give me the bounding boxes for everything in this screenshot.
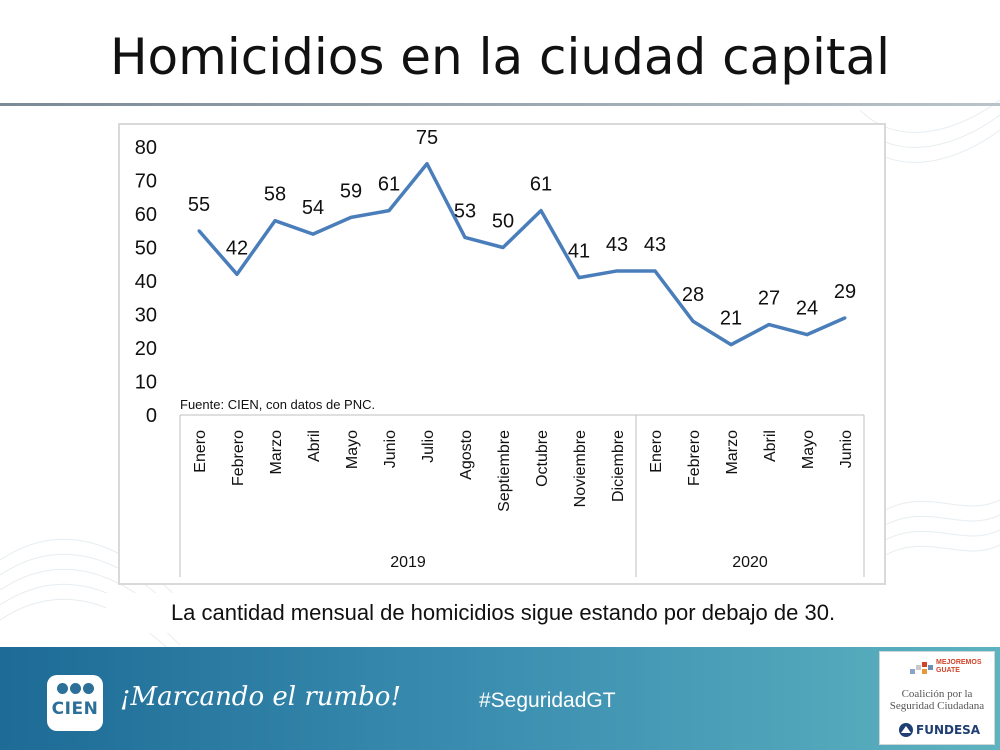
data-point bbox=[805, 333, 809, 337]
coalition-text: Coalición por la Seguridad Ciudadana bbox=[889, 688, 985, 712]
data-point bbox=[539, 209, 543, 213]
x-tick-label: Abril bbox=[762, 430, 779, 462]
fundesa-text: FUNDESA bbox=[916, 723, 981, 737]
x-tick-label: Diciembre bbox=[610, 430, 627, 502]
group-label: 2019 bbox=[390, 554, 426, 571]
y-tick-label: 60 bbox=[135, 204, 157, 226]
x-tick-label: Abril bbox=[306, 430, 323, 462]
data-point bbox=[425, 162, 429, 166]
data-point bbox=[349, 215, 353, 219]
data-point bbox=[463, 235, 467, 239]
x-tick-label: Mayo bbox=[344, 430, 361, 469]
data-point bbox=[311, 232, 315, 236]
chart-frame bbox=[118, 123, 886, 585]
logo-dots-icon bbox=[47, 681, 103, 699]
y-tick-label: 50 bbox=[135, 238, 157, 260]
x-tick-label: Febrero bbox=[230, 430, 247, 486]
mejoremos-guate-icon bbox=[910, 662, 933, 674]
source-note: Fuente: CIEN, con datos de PNC. bbox=[180, 397, 376, 412]
partner-line-2: GUATE bbox=[936, 667, 960, 674]
data-label: 43 bbox=[606, 234, 628, 256]
y-tick-label: 80 bbox=[135, 137, 157, 159]
data-label: 58 bbox=[264, 184, 286, 206]
data-label: 59 bbox=[340, 180, 362, 202]
data-label: 55 bbox=[188, 194, 210, 216]
x-tick-label: Enero bbox=[648, 430, 665, 473]
data-point bbox=[653, 269, 657, 273]
data-point bbox=[691, 319, 695, 323]
y-tick-label: 0 bbox=[146, 405, 157, 427]
slide-caption: La cantidad mensual de homicidios sigue … bbox=[106, 593, 900, 633]
y-tick-label: 70 bbox=[135, 171, 157, 193]
cien-logo-text: CIEN bbox=[51, 699, 99, 719]
slide-title: Homicidios en la ciudad capital bbox=[109, 28, 891, 86]
mejoremos-guate-text: MEJOREMOS GUATE bbox=[936, 659, 982, 675]
group-label: 2020 bbox=[732, 554, 768, 571]
data-point bbox=[843, 316, 847, 320]
x-tick-label: Mayo bbox=[800, 430, 817, 469]
data-point bbox=[501, 246, 505, 249]
data-label: 29 bbox=[834, 281, 856, 303]
x-tick-label: Junio bbox=[382, 430, 399, 468]
x-tick-label: Febrero bbox=[686, 430, 703, 486]
x-tick-label: Agosto bbox=[458, 430, 475, 480]
data-label: 43 bbox=[644, 234, 666, 256]
data-point bbox=[615, 269, 619, 273]
data-label: 54 bbox=[302, 197, 324, 219]
data-label: 28 bbox=[682, 284, 704, 306]
x-tick-label: Enero bbox=[192, 430, 209, 473]
data-label: 21 bbox=[720, 308, 742, 330]
x-tick-label: Noviembre bbox=[572, 430, 589, 507]
data-label: 50 bbox=[492, 211, 514, 233]
data-point bbox=[197, 229, 201, 233]
x-tick-label: Septiembre bbox=[496, 430, 513, 512]
data-point bbox=[235, 272, 239, 276]
data-label: 27 bbox=[758, 288, 780, 310]
y-tick-label: 20 bbox=[135, 338, 157, 360]
footer-slogan: ¡Marcando el rumbo! bbox=[120, 682, 401, 712]
partner-logo-box: MEJOREMOS GUATE Coalición por la Segurid… bbox=[879, 651, 995, 745]
footer-bar bbox=[0, 647, 1000, 750]
partner-line-1: MEJOREMOS bbox=[936, 659, 982, 666]
data-label: 41 bbox=[568, 241, 590, 263]
fundesa-icon bbox=[899, 723, 913, 737]
x-tick-label: Julio bbox=[420, 430, 437, 463]
y-tick-label: 30 bbox=[135, 305, 157, 327]
data-point bbox=[387, 209, 391, 213]
data-point bbox=[577, 276, 581, 280]
x-tick-label: Junio bbox=[838, 430, 855, 468]
cien-logo: CIEN bbox=[47, 675, 103, 731]
data-point bbox=[729, 343, 733, 347]
x-tick-label: Marzo bbox=[724, 430, 741, 475]
title-divider bbox=[0, 103, 1000, 106]
x-tick-label: Octubre bbox=[534, 430, 551, 487]
data-label: 75 bbox=[416, 127, 438, 149]
series-line bbox=[197, 162, 846, 347]
data-point bbox=[273, 219, 277, 223]
footer-hashtag: #SeguridadGT bbox=[479, 689, 616, 712]
y-tick-label: 10 bbox=[135, 372, 157, 394]
y-tick-label: 40 bbox=[135, 271, 157, 293]
data-label: 61 bbox=[530, 174, 552, 196]
data-label: 42 bbox=[226, 237, 248, 259]
data-point bbox=[767, 323, 771, 327]
data-label: 61 bbox=[378, 174, 400, 196]
x-tick-label: Marzo bbox=[268, 430, 285, 475]
data-label: 24 bbox=[796, 298, 818, 320]
data-label: 53 bbox=[454, 200, 476, 222]
